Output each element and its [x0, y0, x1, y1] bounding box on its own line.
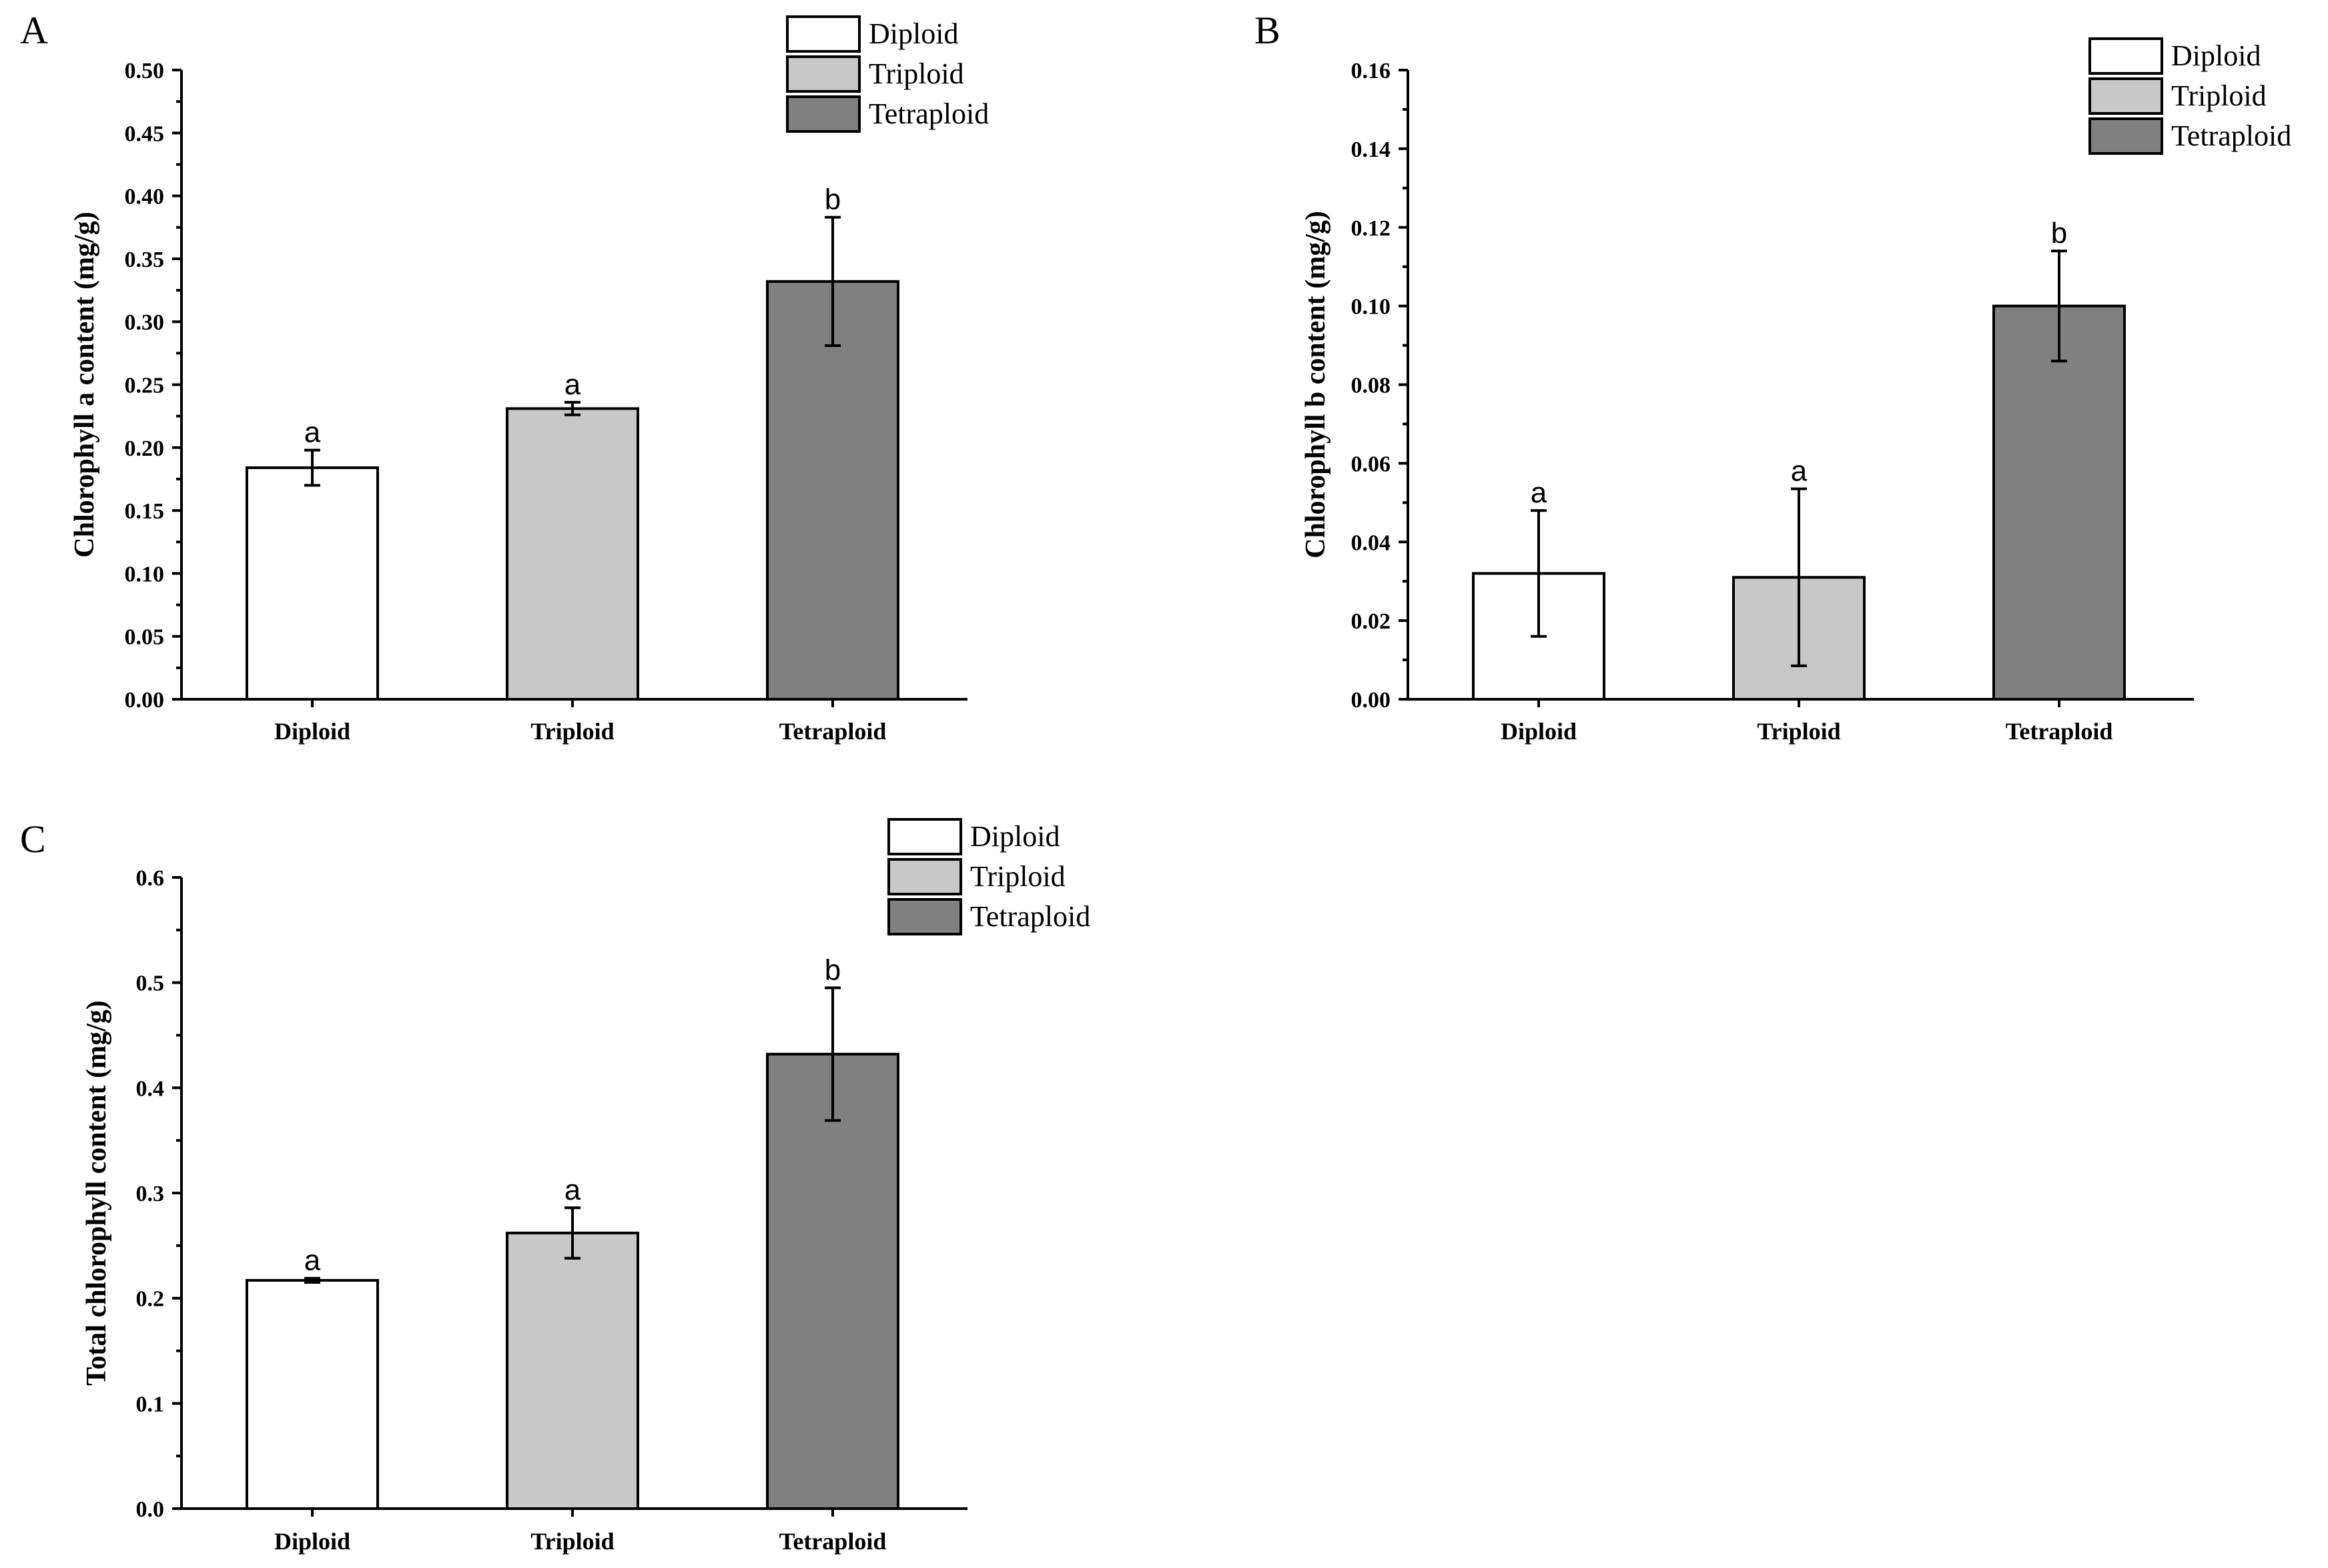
legend-swatch-triploid	[887, 858, 962, 895]
y-tick-label: 0.02	[1351, 609, 1391, 634]
y-tick-label: 0.16	[1351, 59, 1391, 83]
y-tick-label: 0.00	[1351, 688, 1391, 713]
significance-letter: b	[825, 183, 841, 216]
legend-label-tetraploid: Tetraploid	[2171, 119, 2291, 152]
bar-diploid	[246, 466, 379, 701]
bar-diploid	[246, 1278, 379, 1510]
legend: Diploid Triploid Tetraploid	[2088, 37, 2291, 155]
y-axis-title: Total chlorophyll content (mg/g)	[81, 1000, 112, 1386]
significance-letter: a	[564, 368, 581, 401]
y-tick-label: 0.06	[1351, 452, 1391, 476]
x-category-label: Triploid	[1757, 718, 1840, 745]
x-category-label: Triploid	[530, 718, 614, 745]
y-axis-title: Chlorophyll a content (mg/g)	[69, 212, 100, 557]
y-tick-label: 0.00	[125, 688, 165, 713]
chart-panel-a: A 0.00 0.05 0.10 0.15 0.20 0.25 0.30 0.35 0.40 0.4…	[20, 9, 989, 745]
y-tick-label: 0.4	[136, 1076, 165, 1101]
y-tick-label: 0.14	[1351, 137, 1391, 162]
legend: Diploid Triploid Tetraploid	[887, 818, 1090, 935]
legend-swatch-triploid	[786, 55, 861, 93]
legend-swatch-diploid	[887, 818, 962, 855]
y-tick-label: 0.10	[125, 562, 165, 586]
chart-panel-b: B 0.00 0.02 0.04 0.06 0.08 0.10 0.12 0.14 0.16 Chl…	[1254, 9, 2291, 745]
x-category-label: Diploid	[1501, 718, 1577, 745]
y-tick-label: 0.15	[125, 499, 165, 524]
legend-label-tetraploid: Tetraploid	[869, 97, 989, 130]
significance-letter: b	[825, 954, 841, 987]
bar-tetraploid	[1992, 304, 2126, 701]
x-category-label: Diploid	[274, 1528, 350, 1555]
legend-swatch-tetraploid	[887, 898, 962, 935]
x-category-label: Tetraploid	[779, 718, 887, 745]
x-category-label: Diploid	[274, 718, 350, 745]
legend-label-diploid: Diploid	[970, 820, 1060, 853]
y-tick-label: 0.12	[1351, 216, 1391, 241]
y-tick-label: 0.30	[125, 310, 165, 335]
y-tick-label: 0.10	[1351, 295, 1391, 320]
significance-letter: a	[1791, 455, 1808, 488]
bar-tetraploid	[766, 1052, 899, 1510]
y-tick-label: 0.05	[125, 625, 165, 650]
legend-swatch-tetraploid	[786, 95, 861, 133]
x-category-label: Tetraploid	[779, 1528, 887, 1555]
bar-triploid	[506, 1231, 639, 1510]
significance-letter: b	[2051, 217, 2067, 250]
legend-label-triploid: Triploid	[970, 860, 1066, 893]
legend-label-triploid: Triploid	[869, 57, 964, 90]
legend-label-diploid: Diploid	[2171, 39, 2261, 72]
significance-letter: a	[304, 416, 321, 449]
y-tick-label: 0.04	[1351, 530, 1391, 555]
bar-tetraploid	[766, 280, 899, 701]
y-tick-label: 0.1	[136, 1392, 165, 1417]
y-tick-label: 0.35	[125, 248, 165, 272]
chart-panel-c: C 0.0 0.1 0.2 0.3 0.4 0.5 0.6 Total chlorophyll …	[20, 817, 1090, 1555]
legend-swatch-diploid	[2088, 37, 2163, 75]
y-tick-label: 0.3	[136, 1182, 165, 1206]
significance-letter: a	[304, 1244, 321, 1277]
legend: Diploid Triploid Tetraploid	[786, 15, 989, 133]
panel-letter: C	[20, 817, 46, 861]
y-axis-title: Chlorophyll b content (mg/g)	[1300, 211, 1331, 558]
panel-letter: A	[20, 9, 48, 52]
legend-label-diploid: Diploid	[869, 17, 958, 50]
y-tick-label: 0.0	[136, 1497, 165, 1522]
y-tick-label: 0.20	[125, 436, 165, 461]
y-tick-label: 0.5	[136, 971, 165, 996]
y-tick-label: 0.50	[125, 59, 165, 83]
y-tick-label: 0.6	[136, 866, 165, 891]
x-category-label: Tetraploid	[2006, 718, 2113, 745]
significance-letter: a	[1531, 476, 1547, 509]
legend-swatch-tetraploid	[2088, 117, 2163, 155]
legend-label-triploid: Triploid	[2171, 79, 2267, 112]
x-category-label: Triploid	[530, 1528, 614, 1555]
legend-label-tetraploid: Tetraploid	[970, 900, 1090, 933]
significance-letter: a	[564, 1174, 581, 1206]
legend-swatch-triploid	[2088, 77, 2163, 115]
bar-triploid	[506, 407, 639, 701]
y-tick-label: 0.08	[1351, 374, 1391, 398]
y-tick-label: 0.40	[125, 185, 165, 210]
y-tick-label: 0.25	[125, 374, 165, 398]
y-tick-label: 0.2	[136, 1287, 165, 1312]
panel-letter: B	[1254, 9, 1280, 52]
y-tick-label: 0.45	[125, 121, 165, 146]
legend-swatch-diploid	[786, 15, 861, 53]
